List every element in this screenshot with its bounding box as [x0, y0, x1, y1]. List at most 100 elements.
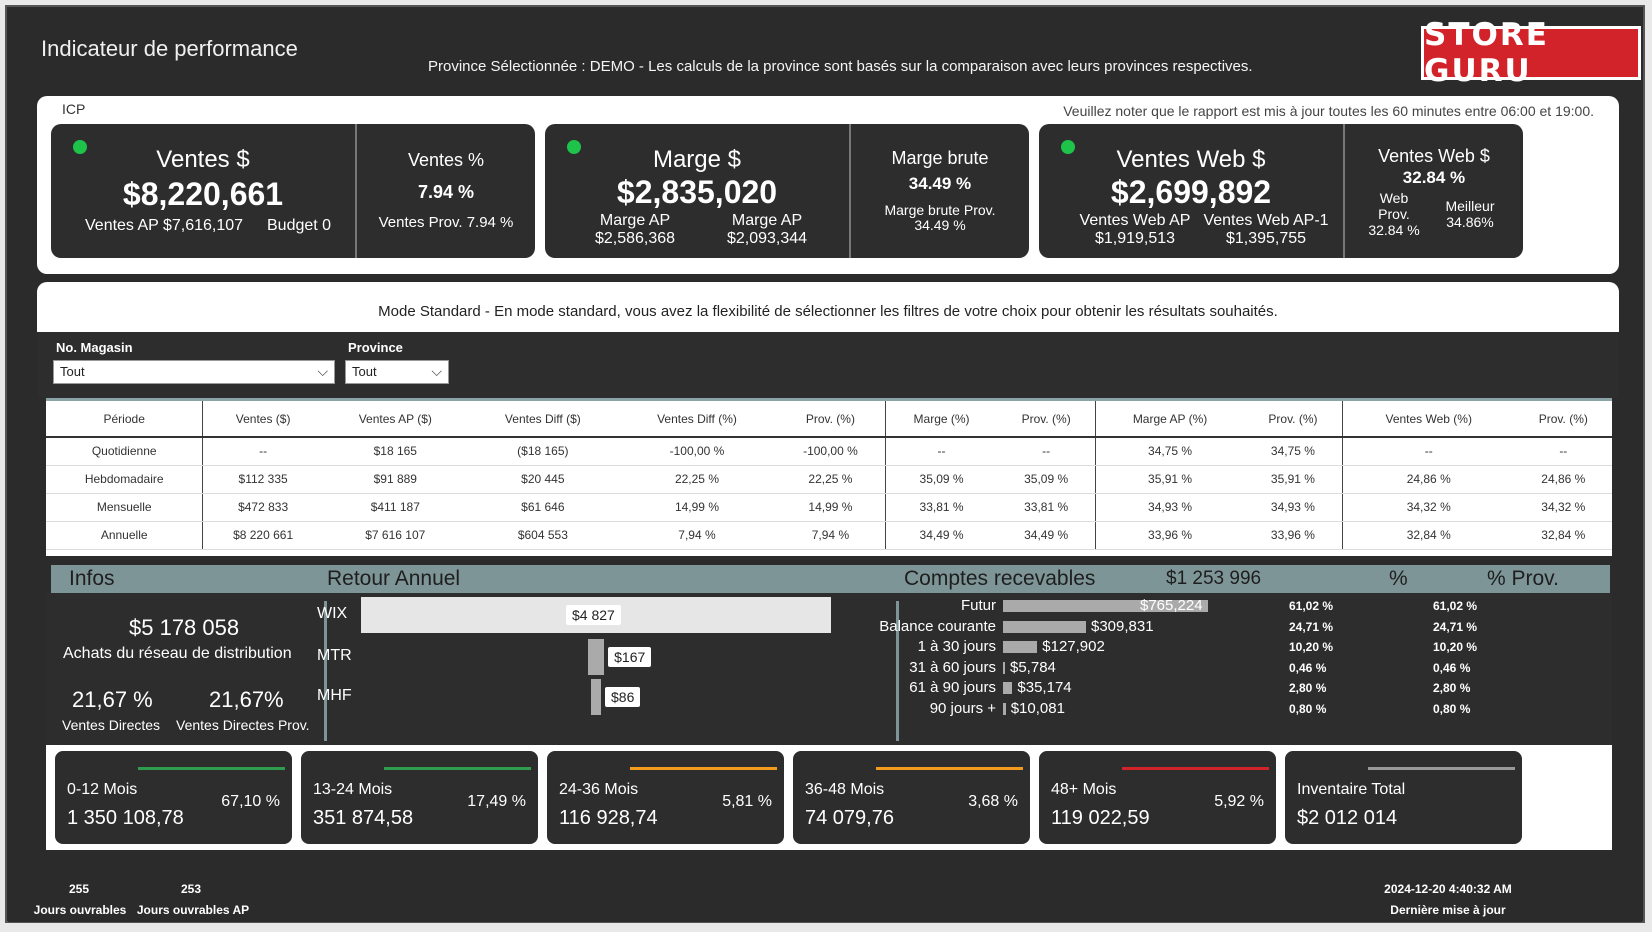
table-header: Période	[46, 401, 204, 438]
web-prov-l1: Web	[1379, 190, 1409, 206]
aging-label: 13-24 Mois	[313, 781, 393, 798]
retour-value: $4 827	[566, 605, 621, 625]
table-cell: 34,93 %	[1095, 493, 1245, 522]
web-best-label: Meilleur	[1445, 198, 1495, 214]
table-cell: ($18 165)	[467, 437, 618, 466]
directes-prov-value: 21,67%	[209, 687, 284, 712]
table-cell: 32,84 %	[1342, 521, 1515, 550]
marge-brute-title: Marge brute	[891, 148, 989, 168]
header-subtitle: Province Sélectionnée : DEMO - Les calcu…	[428, 58, 1253, 75]
comptes-category: 90 jours +	[929, 699, 996, 717]
table-row: Mensuelle $472 833 $411 187 $61 646 14,99 % 1…	[46, 493, 1612, 522]
icp-panel: ICP Veuillez noter que le rapport est mi…	[37, 96, 1619, 274]
comptes-pct: 24,71 %	[1289, 619, 1334, 634]
status-dot-icon	[567, 140, 581, 154]
table-header: Marge AP (%)	[1095, 401, 1245, 438]
table-cell: --	[885, 437, 998, 466]
aging-pct: 5,81 %	[722, 793, 772, 810]
aging-pct: 67,10 %	[221, 793, 280, 810]
performance-table: Période Ventes ($) Ventes AP ($) Ventes Dif…	[46, 398, 1612, 556]
table-cell: 34,75 %	[1244, 437, 1343, 466]
comptes-prov-pct: 0,46 %	[1433, 660, 1471, 675]
marge-ap2-label: Marge AP	[731, 212, 803, 229]
table-cell: -100,00 %	[617, 437, 777, 466]
table-cell: 35,09 %	[997, 465, 1097, 494]
directes-label: Ventes Directes	[62, 717, 161, 733]
table-cell: 35,09 %	[885, 465, 998, 494]
table-cell: 35,91 %	[1244, 465, 1343, 494]
aging-card: 48+ Mois 119 022,59 5,92 %	[1039, 751, 1276, 844]
table-cell: 34,49 %	[885, 521, 998, 550]
province-select[interactable]: Tout ⌵	[345, 360, 449, 384]
table-cell: Quotidienne	[46, 437, 204, 466]
marge-title: Marge $	[652, 146, 742, 173]
comptes-value: $5,784	[1010, 658, 1056, 676]
marge-ap2-value: $2,093,344	[726, 230, 808, 247]
aging-value: 351 874,58	[313, 807, 414, 829]
aging-value: 116 928,74	[559, 807, 658, 829]
aging-pct: 3,68 %	[968, 793, 1018, 810]
comptes-value: $10,081	[1010, 699, 1065, 717]
jours-ap-value: 253	[180, 882, 202, 896]
table-cell: $61 646	[467, 493, 618, 522]
table-header: Prov. (%)	[776, 401, 886, 438]
table-cell: 24,86 %	[1514, 465, 1612, 494]
comptes-prov-pct: 0,80 %	[1433, 701, 1471, 716]
comptes-category: Futur	[960, 597, 996, 614]
chevron-down-icon: ⌵	[431, 363, 442, 379]
table-cell: Mensuelle	[46, 493, 204, 522]
web-value: $2,699,892	[1110, 174, 1272, 210]
table-cell: $604 553	[467, 521, 618, 550]
aging-indicator-line	[138, 767, 285, 770]
table-cell: -100,00 %	[776, 437, 886, 466]
aging-value: 74 079,76	[805, 807, 894, 829]
table-cell: 7,94 %	[776, 521, 886, 550]
marge-brute-prov-label: Marge brute Prov.	[884, 202, 996, 218]
comptes-pct: 2,80 %	[1289, 681, 1327, 695]
web-pct-value: 32.84 %	[1402, 168, 1466, 187]
table-row: Quotidienne -- $18 165 ($18 165) -100,00 % -1…	[46, 437, 1612, 466]
province-label: Province	[348, 340, 403, 355]
web-prov-value: 32.84 %	[1368, 222, 1420, 238]
comptes-category: Balance courante	[879, 617, 996, 635]
comptes-bar	[1003, 600, 1208, 612]
retour-bar	[591, 679, 601, 715]
table-cell: --	[202, 437, 323, 466]
aging-label: Inventaire Total	[1297, 781, 1406, 798]
marge-value: $2,835,020	[616, 174, 778, 210]
table-row: Annuelle $8 220 661 $7 616 107 $604 553 7,94…	[46, 521, 1612, 550]
table-cell: 34,32 %	[1342, 493, 1515, 522]
comptes-prov-pct: 2,80 %	[1433, 681, 1471, 695]
table-cell: Annuelle	[46, 521, 204, 550]
web-best-value: 34.86%	[1446, 214, 1494, 230]
store-guru-logo: STORE GURU	[1421, 17, 1641, 89]
table-row: Hebdomadaire $112 335 $91 889 $20 445 22,25 …	[46, 465, 1612, 494]
aging-indicator-line	[1368, 767, 1515, 770]
footer: 255 Jours ouvrables 253 Jours ouvrables …	[8, 872, 1642, 922]
web-prov-l2: Prov.	[1378, 206, 1410, 222]
table-cell: $112 335	[202, 465, 323, 494]
comptes-heading: Comptes recevables	[904, 567, 1096, 590]
table-cell: 34,32 %	[1514, 493, 1612, 522]
lower-panel: $5 178 058 Achats du réseau de distribut…	[46, 593, 1612, 745]
magasin-label: No. Magasin	[56, 340, 133, 355]
table-cell: $472 833	[202, 493, 323, 522]
web-ap-label: Ventes Web AP	[1079, 212, 1191, 229]
table-cell: 14,99 %	[617, 493, 777, 522]
comptes-total: $1 253 996	[1166, 568, 1262, 589]
aging-label: 24-36 Mois	[559, 781, 639, 798]
table-cell: $20 445	[467, 465, 618, 494]
marge-brute-value: 34.49 %	[908, 174, 972, 193]
table-header: Ventes AP ($)	[322, 401, 468, 438]
web-ap-value: $1,919,513	[1094, 230, 1176, 247]
comptes-pct: 61,02 %	[1289, 599, 1334, 613]
table-cell: $7 616 107	[322, 521, 468, 550]
table-cell: 22,25 %	[776, 465, 886, 494]
magasin-select[interactable]: Tout ⌵	[53, 360, 335, 384]
comptes-value: $765,224	[1140, 597, 1203, 614]
comptes-bar	[1003, 682, 1013, 694]
page-title: Indicateur de performance	[41, 36, 298, 61]
comptes-bar	[1003, 661, 1005, 674]
ventes-pct-value: 7.94 %	[417, 182, 475, 202]
retour-category: WIX	[317, 605, 348, 622]
